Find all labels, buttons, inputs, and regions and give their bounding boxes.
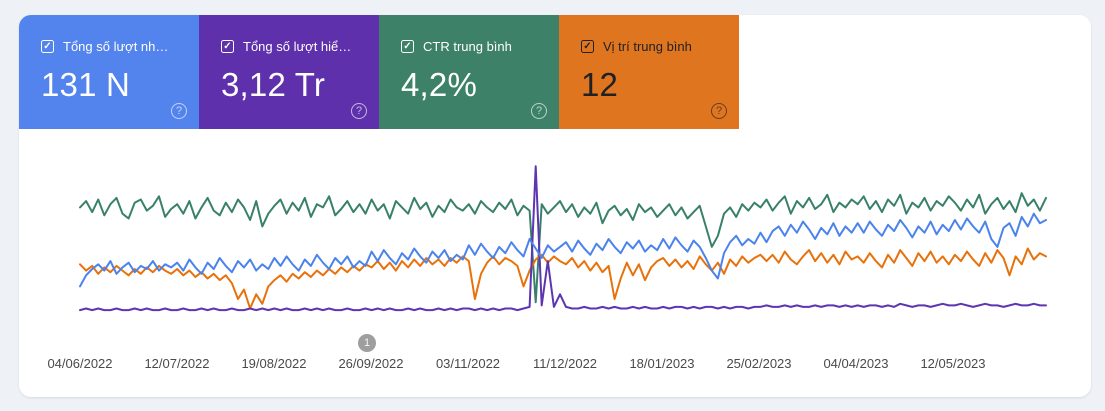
ctr-checkbox[interactable]: ✓ (401, 40, 414, 53)
x-axis-label: 18/01/2023 (629, 356, 695, 371)
performance-chart[interactable] (60, 152, 1060, 324)
check-icon: ✓ (583, 40, 592, 52)
ctr-value: 4,2% (401, 66, 478, 103)
help-icon[interactable]: ? (711, 103, 727, 119)
x-axis: 04/06/2022 12/07/2022 19/08/2022 26/09/2… (19, 356, 1091, 372)
metric-label: Tổng số lượt hiể… (243, 39, 352, 54)
metric-card-ctr[interactable]: ✓ CTR trung bình 4,2% ? (379, 15, 559, 129)
line-chart-canvas[interactable] (60, 152, 1060, 324)
metric-card-position[interactable]: ✓ Vị trí trung bình 12 ? (559, 15, 739, 129)
check-icon: ✓ (403, 40, 412, 52)
position-value: 12 (581, 66, 619, 103)
help-icon[interactable]: ? (171, 103, 187, 119)
x-axis-label: 26/09/2022 (338, 356, 404, 371)
clicks-line (79, 212, 1047, 288)
x-axis-label: 12/07/2022 (144, 356, 210, 371)
ctr-line (79, 192, 1047, 304)
help-icon[interactable]: ? (531, 103, 547, 119)
x-axis-label: 04/04/2023 (823, 356, 889, 371)
metric-label: Vị trí trung bình (603, 39, 692, 54)
metric-label: Tổng số lượt nh… (63, 39, 169, 54)
annotation-badge[interactable]: 1 (358, 334, 376, 352)
x-axis-label: 03/11/2022 (435, 356, 501, 371)
x-axis-label: 04/06/2022 (47, 356, 113, 371)
metric-tiles: ✓ Tổng số lượt nh… 131 N ? ✓ Tổng số lượ… (19, 15, 739, 129)
x-axis-label: 11/12/2022 (532, 356, 598, 371)
metric-card-impressions[interactable]: ✓ Tổng số lượt hiể… 3,12 Tr ? (199, 15, 379, 129)
performance-panel: ✓ Tổng số lượt nh… 131 N ? ✓ Tổng số lượ… (19, 15, 1091, 397)
metric-card-clicks[interactable]: ✓ Tổng số lượt nh… 131 N ? (19, 15, 199, 129)
impressions-checkbox[interactable]: ✓ (221, 40, 234, 53)
impressions-line (79, 165, 1047, 312)
clicks-checkbox[interactable]: ✓ (41, 40, 54, 53)
check-icon: ✓ (223, 40, 232, 52)
x-axis-label: 25/02/2023 (726, 356, 792, 371)
x-axis-label: 19/08/2022 (241, 356, 307, 371)
x-axis-label: 12/05/2023 (920, 356, 986, 371)
clicks-value: 131 N (41, 66, 131, 103)
check-icon: ✓ (43, 40, 52, 52)
position-checkbox[interactable]: ✓ (581, 40, 594, 53)
impressions-value: 3,12 Tr (221, 66, 326, 103)
metric-label: CTR trung bình (423, 39, 512, 54)
help-icon[interactable]: ? (351, 103, 367, 119)
position-line (79, 247, 1047, 310)
